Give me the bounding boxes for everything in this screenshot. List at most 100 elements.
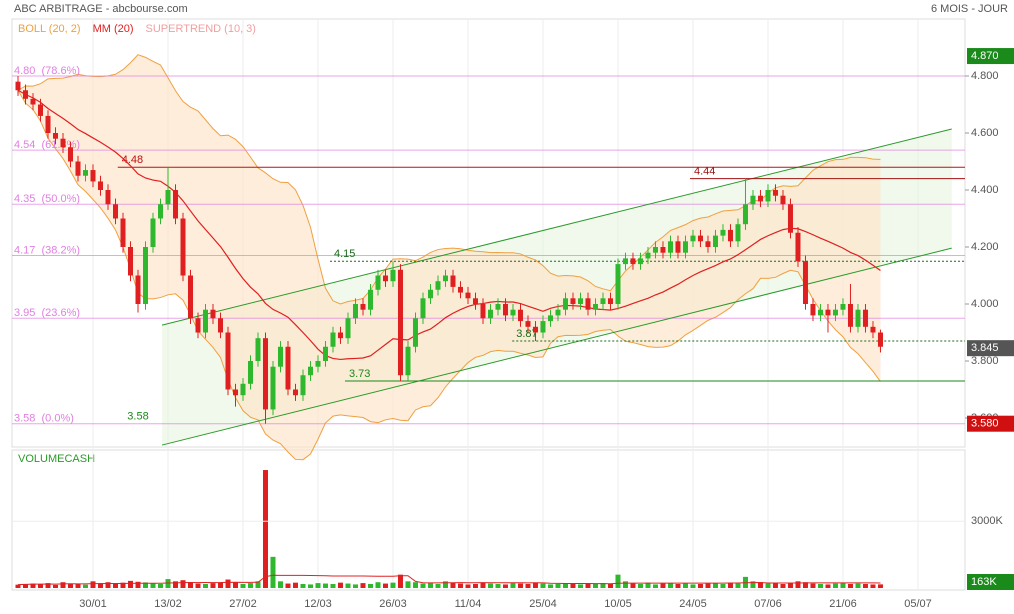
y-tick-label: 4.400 xyxy=(971,184,999,196)
candle-body xyxy=(390,269,396,282)
candle-body xyxy=(315,361,321,367)
x-tick-label: 30/01 xyxy=(79,598,107,610)
volume-bar xyxy=(780,583,786,588)
candle-body xyxy=(420,298,426,319)
x-tick-label: 11/04 xyxy=(455,598,482,610)
candle-body xyxy=(735,224,741,242)
volume-bar xyxy=(547,584,553,588)
volume-bar xyxy=(352,584,358,588)
volume-bar xyxy=(735,583,741,588)
chart-title: ABC ARBITRAGE - abcbourse.com xyxy=(14,3,188,15)
candle-body xyxy=(232,389,238,396)
volume-bar xyxy=(225,579,231,588)
volume-bar xyxy=(435,583,441,588)
candle-body xyxy=(862,309,868,327)
candle-body xyxy=(52,133,58,139)
candle-body xyxy=(337,332,343,339)
volume-bar xyxy=(847,583,853,588)
volume-bar xyxy=(67,583,73,588)
y-tick-label: 3.800 xyxy=(971,355,999,367)
volume-bar xyxy=(750,581,756,588)
volume-bar xyxy=(622,581,628,588)
volume-bar xyxy=(502,584,508,588)
candle-body xyxy=(75,161,81,176)
volume-bar xyxy=(540,583,546,588)
candle-body xyxy=(22,90,28,99)
volume-bar xyxy=(30,583,36,588)
volume-bar xyxy=(345,583,351,588)
volume-bar xyxy=(270,556,276,588)
candle-body xyxy=(757,195,763,202)
level-label: 3.87 xyxy=(516,328,537,340)
volume-bar xyxy=(315,583,321,588)
volume-bar xyxy=(15,584,21,588)
x-tick-label: 05/07 xyxy=(904,598,932,610)
candle-body xyxy=(45,115,51,133)
volume-bar xyxy=(135,581,141,588)
volume-bar xyxy=(660,583,666,588)
volume-bar xyxy=(697,583,703,588)
candle-body xyxy=(667,241,673,253)
volume-bar xyxy=(772,582,778,588)
volume-bar xyxy=(817,583,823,588)
candle-body xyxy=(810,304,816,316)
candle-body xyxy=(532,326,538,333)
candle-body xyxy=(855,309,861,327)
volume-bar xyxy=(90,581,96,588)
x-tick-label: 07/06 xyxy=(754,598,782,610)
volume-bar xyxy=(75,583,81,588)
candle-body xyxy=(292,389,298,396)
candle-body xyxy=(195,318,201,333)
volume-bar xyxy=(795,581,801,588)
candle-body xyxy=(502,304,508,316)
volume-bar xyxy=(720,583,726,588)
volume-bar xyxy=(172,581,178,588)
volume-bar xyxy=(877,584,883,588)
volume-bar xyxy=(150,583,156,588)
candle-body xyxy=(375,275,381,290)
fib-label: 3.58 (0.0%) xyxy=(14,413,74,425)
volume-tick-label: 3000K xyxy=(971,515,1003,527)
candle-body xyxy=(150,218,156,247)
candle-body xyxy=(525,321,531,327)
volume-bar xyxy=(382,583,388,588)
volume-bar xyxy=(165,579,171,588)
candle-body xyxy=(120,218,126,247)
candle-body xyxy=(592,304,598,310)
x-tick-label: 25/04 xyxy=(529,598,557,610)
candle-body xyxy=(495,304,501,310)
volume-bar xyxy=(375,582,381,588)
candle-body xyxy=(660,247,666,253)
volume-bar xyxy=(562,583,568,588)
candle-body xyxy=(97,181,103,190)
candle-body xyxy=(82,170,88,176)
candle-body xyxy=(600,298,606,304)
volume-bar xyxy=(210,583,216,588)
candle-body xyxy=(345,318,351,339)
candle-body xyxy=(382,275,388,282)
volume-bar xyxy=(712,583,718,588)
moving-average xyxy=(17,89,881,361)
price-tag-label: 3.580 xyxy=(971,418,999,430)
volume-bar xyxy=(157,583,163,588)
candle-body xyxy=(330,332,336,347)
candle-body xyxy=(510,309,516,316)
price-tag xyxy=(967,340,1014,357)
x-tick-label: 12/03 xyxy=(304,598,332,610)
volume-bar xyxy=(652,584,658,588)
candle-body xyxy=(187,275,193,319)
volume-bar xyxy=(727,582,733,588)
volume-bar xyxy=(637,583,643,588)
candle-body xyxy=(697,235,703,242)
candle-body xyxy=(210,309,216,319)
candle-body xyxy=(630,258,636,265)
candle-body xyxy=(562,298,568,310)
candle-body xyxy=(427,289,433,299)
candle-body xyxy=(277,346,283,367)
candle-body xyxy=(247,361,253,384)
channel-line xyxy=(161,128,952,326)
candle-body xyxy=(397,269,403,376)
candle-body xyxy=(412,318,418,347)
volume-bar xyxy=(667,583,673,588)
candle-body xyxy=(105,190,111,205)
